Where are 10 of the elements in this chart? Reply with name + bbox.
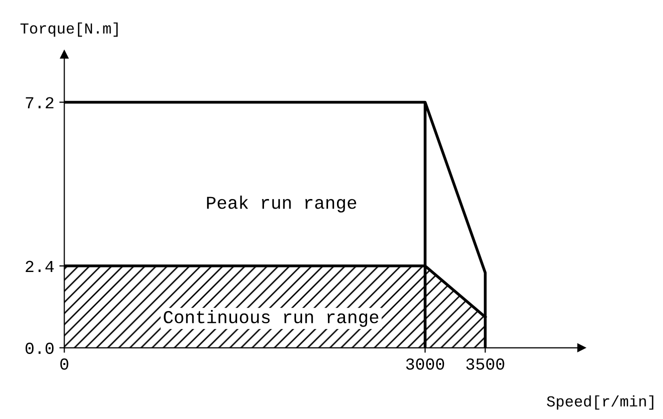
annotation: Continuous run range [164, 310, 378, 327]
y-tick-label: 0.0 [26, 342, 54, 354]
y-tick-label: 2.4 [26, 260, 54, 272]
y-axis-title: Torque[N.m] [20, 22, 118, 37]
x-axis-title: Speed[r/min] [546, 395, 654, 410]
x-tick-label: 3000 [406, 358, 444, 370]
y-tick-label: 7.2 [26, 97, 54, 108]
annotation: Peak run range [207, 196, 356, 212]
x-tick-label: 3500 [466, 358, 504, 370]
x-tick-label: 0 [60, 358, 68, 370]
